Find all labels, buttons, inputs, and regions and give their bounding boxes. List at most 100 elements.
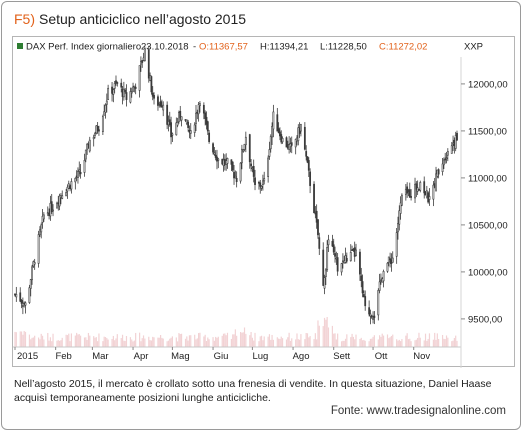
candle-body: [309, 171, 312, 186]
candle-body: [94, 133, 96, 136]
candle-body: [79, 171, 82, 175]
candle-body: [115, 80, 117, 84]
candle-body: [132, 86, 134, 92]
volume-bar: [344, 338, 347, 347]
candle-body: [235, 177, 238, 183]
volume-bar: [39, 339, 41, 347]
volume-bar: [309, 336, 311, 347]
volume-bar: [351, 333, 353, 347]
volume-bar: [123, 340, 125, 347]
volume-bar: [272, 339, 274, 347]
volume-bar: [372, 336, 374, 347]
volume-bar: [19, 331, 21, 347]
candle-body: [52, 209, 54, 212]
candle-body: [150, 76, 153, 93]
candle-body: [435, 173, 437, 191]
volume-bar: [148, 336, 150, 347]
volume-bar: [70, 333, 72, 347]
volume-bar: [61, 337, 63, 347]
volume-bar: [215, 336, 217, 347]
volume-bar: [260, 335, 263, 347]
volume-bar: [397, 340, 399, 347]
candle-body: [197, 104, 200, 115]
candle-body: [441, 163, 444, 172]
candle-body: [297, 127, 300, 142]
volume-bar: [149, 340, 151, 347]
volume-bar: [242, 332, 244, 347]
candle-body: [141, 60, 144, 63]
volume-bar: [363, 339, 365, 347]
candle-body: [248, 134, 251, 163]
candle-body: [226, 158, 229, 164]
candle-body: [189, 130, 192, 134]
volume-bar: [415, 339, 417, 347]
volume-bar: [87, 332, 90, 347]
volume-bar: [299, 339, 301, 347]
volume-bar: [140, 341, 142, 347]
candle-body: [360, 275, 363, 282]
candle-body: [61, 195, 64, 199]
figure-code: F5): [14, 11, 35, 27]
volume-bar: [359, 339, 361, 347]
volume-bar: [435, 339, 437, 347]
candle-body: [31, 266, 33, 281]
volume-bar: [135, 332, 137, 347]
volume-bar: [401, 339, 403, 347]
volume-bar: [289, 340, 292, 347]
candle-body: [212, 143, 214, 153]
volume-bar: [79, 335, 82, 347]
x-tick-label: Feb: [55, 351, 71, 362]
candle-body: [419, 182, 422, 191]
volume-bar: [190, 335, 192, 347]
candle-body: [450, 145, 453, 154]
volume-bar: [43, 339, 45, 347]
candle-body: [397, 223, 399, 233]
candle-body: [233, 171, 235, 179]
volume-bar: [204, 334, 206, 347]
volume-bar: [86, 339, 88, 347]
candle-body: [276, 114, 279, 132]
volume-bar: [270, 339, 272, 347]
candle-body: [268, 149, 271, 157]
candle-body: [317, 219, 319, 236]
volume-bar: [241, 332, 243, 347]
volume-bar: [342, 340, 344, 347]
candle-body: [313, 183, 315, 214]
volume-bar: [316, 339, 318, 347]
candle-body: [373, 315, 376, 318]
x-tick-label: Sett: [333, 351, 350, 362]
candle-body: [327, 239, 330, 246]
candle-body: [130, 91, 133, 94]
volume-bar: [213, 340, 215, 347]
volume-bar: [423, 340, 425, 347]
volume-bar: [249, 335, 251, 347]
volume-bar: [304, 339, 306, 347]
volume-bar: [343, 340, 345, 347]
candle-body: [437, 169, 440, 175]
candle-body: [361, 281, 364, 294]
volume-bar: [327, 327, 330, 347]
volume-bar: [308, 337, 310, 347]
volume-bar: [447, 337, 449, 347]
volume-bar: [436, 333, 438, 347]
volume-bar: [186, 336, 188, 347]
candle-body: [15, 294, 18, 298]
candle-body: [42, 214, 45, 220]
volume-bar: [170, 337, 172, 347]
volume-bar: [152, 336, 154, 347]
volume-bar: [83, 337, 86, 347]
candle-body: [300, 124, 302, 132]
volume-bar: [38, 337, 40, 347]
candle-body: [331, 240, 334, 247]
volume-bar: [258, 341, 260, 347]
x-tick-label: Nov: [413, 351, 430, 362]
candle-body: [20, 300, 23, 304]
volume-bar: [77, 334, 79, 347]
candle-body: [37, 234, 40, 264]
candle-body: [243, 143, 246, 150]
volume-bar: [48, 340, 50, 347]
volume-bar: [405, 335, 407, 347]
volume-bar: [188, 335, 191, 347]
volume-bar: [125, 335, 128, 347]
volume-bar: [295, 339, 297, 347]
